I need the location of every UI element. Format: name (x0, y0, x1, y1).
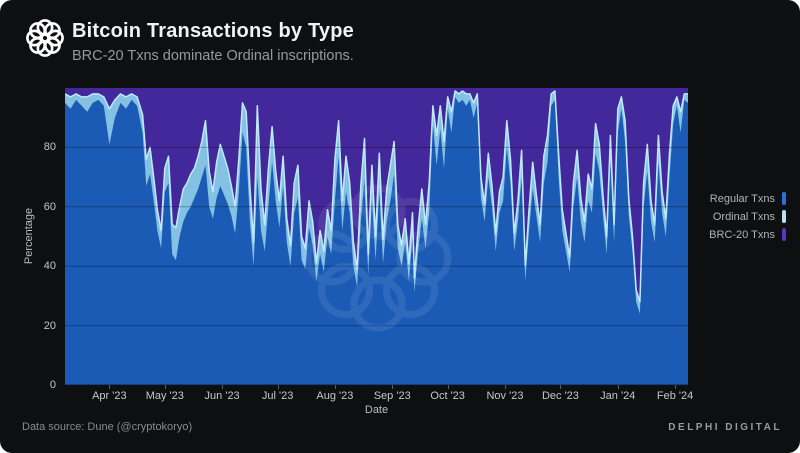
delphi-logo-icon (26, 19, 64, 57)
ordinal-edge-line (65, 90, 688, 303)
x-tick-mark (334, 385, 336, 389)
gridlines (65, 146, 688, 385)
legend-label: Regular Txns (709, 192, 775, 205)
x-tick-mark (164, 385, 166, 389)
x-tick-label: Jan '24 (600, 390, 636, 402)
x-tick-label: Nov '23 (486, 390, 524, 402)
legend-marker-icon (782, 192, 786, 205)
brand-logotype: DELPHI DIGITAL (668, 422, 782, 433)
page-subtitle: BRC-20 Txns dominate Ordinal inscription… (72, 48, 354, 64)
y-tick-label: 80 (43, 141, 56, 154)
x-tick-label: May '23 (145, 390, 184, 402)
legend-label: BRC-20 Txns (709, 228, 775, 241)
data-source: Data source: Dune (@cryptokoryo) (22, 421, 193, 433)
x-tick-label: Dec '23 (541, 390, 579, 402)
x-tick-label: Apr '23 (92, 390, 127, 402)
x-tick-label: Jul '23 (261, 390, 294, 402)
legend-label: Ordinal Txns (712, 210, 775, 223)
x-tick-label: Aug '23 (316, 390, 354, 402)
legend-marker-icon (782, 228, 786, 241)
legend-marker-icon (782, 210, 786, 223)
x-tick-mark (222, 385, 224, 389)
page-title: Bitcoin Transactions by Type (72, 20, 354, 42)
x-tick-label: Oct '23 (430, 390, 465, 402)
chart-legend: Regular Txns Ordinal Txns BRC-20 Txns (694, 192, 786, 241)
x-tick-label: Jun '23 (204, 390, 240, 402)
watermark-logo-icon (304, 184, 452, 332)
x-tick-mark (447, 385, 449, 389)
y-tick-label: 20 (43, 319, 56, 332)
x-tick-mark (617, 385, 619, 389)
legend-item: Ordinal Txns (694, 210, 786, 223)
regular-area (65, 96, 688, 385)
y-tick-label: 60 (43, 200, 56, 213)
x-tick-mark (277, 385, 279, 389)
legend-item: BRC-20 Txns (694, 228, 786, 241)
x-tick-mark (504, 385, 506, 389)
x-tick-label: Sep '23 (373, 390, 411, 402)
x-tick-label: Feb '24 (656, 390, 694, 402)
y-tick-label: 0 (49, 379, 56, 391)
x-tick-mark (560, 385, 562, 389)
x-axis-title: Date (364, 404, 389, 416)
y-tick-label: 40 (43, 260, 56, 273)
legend-item: Regular Txns (694, 192, 786, 205)
x-tick-mark (109, 385, 111, 389)
x-tick-mark (675, 385, 677, 389)
stacked-area-plot (65, 88, 688, 385)
x-tick-mark (392, 385, 394, 389)
